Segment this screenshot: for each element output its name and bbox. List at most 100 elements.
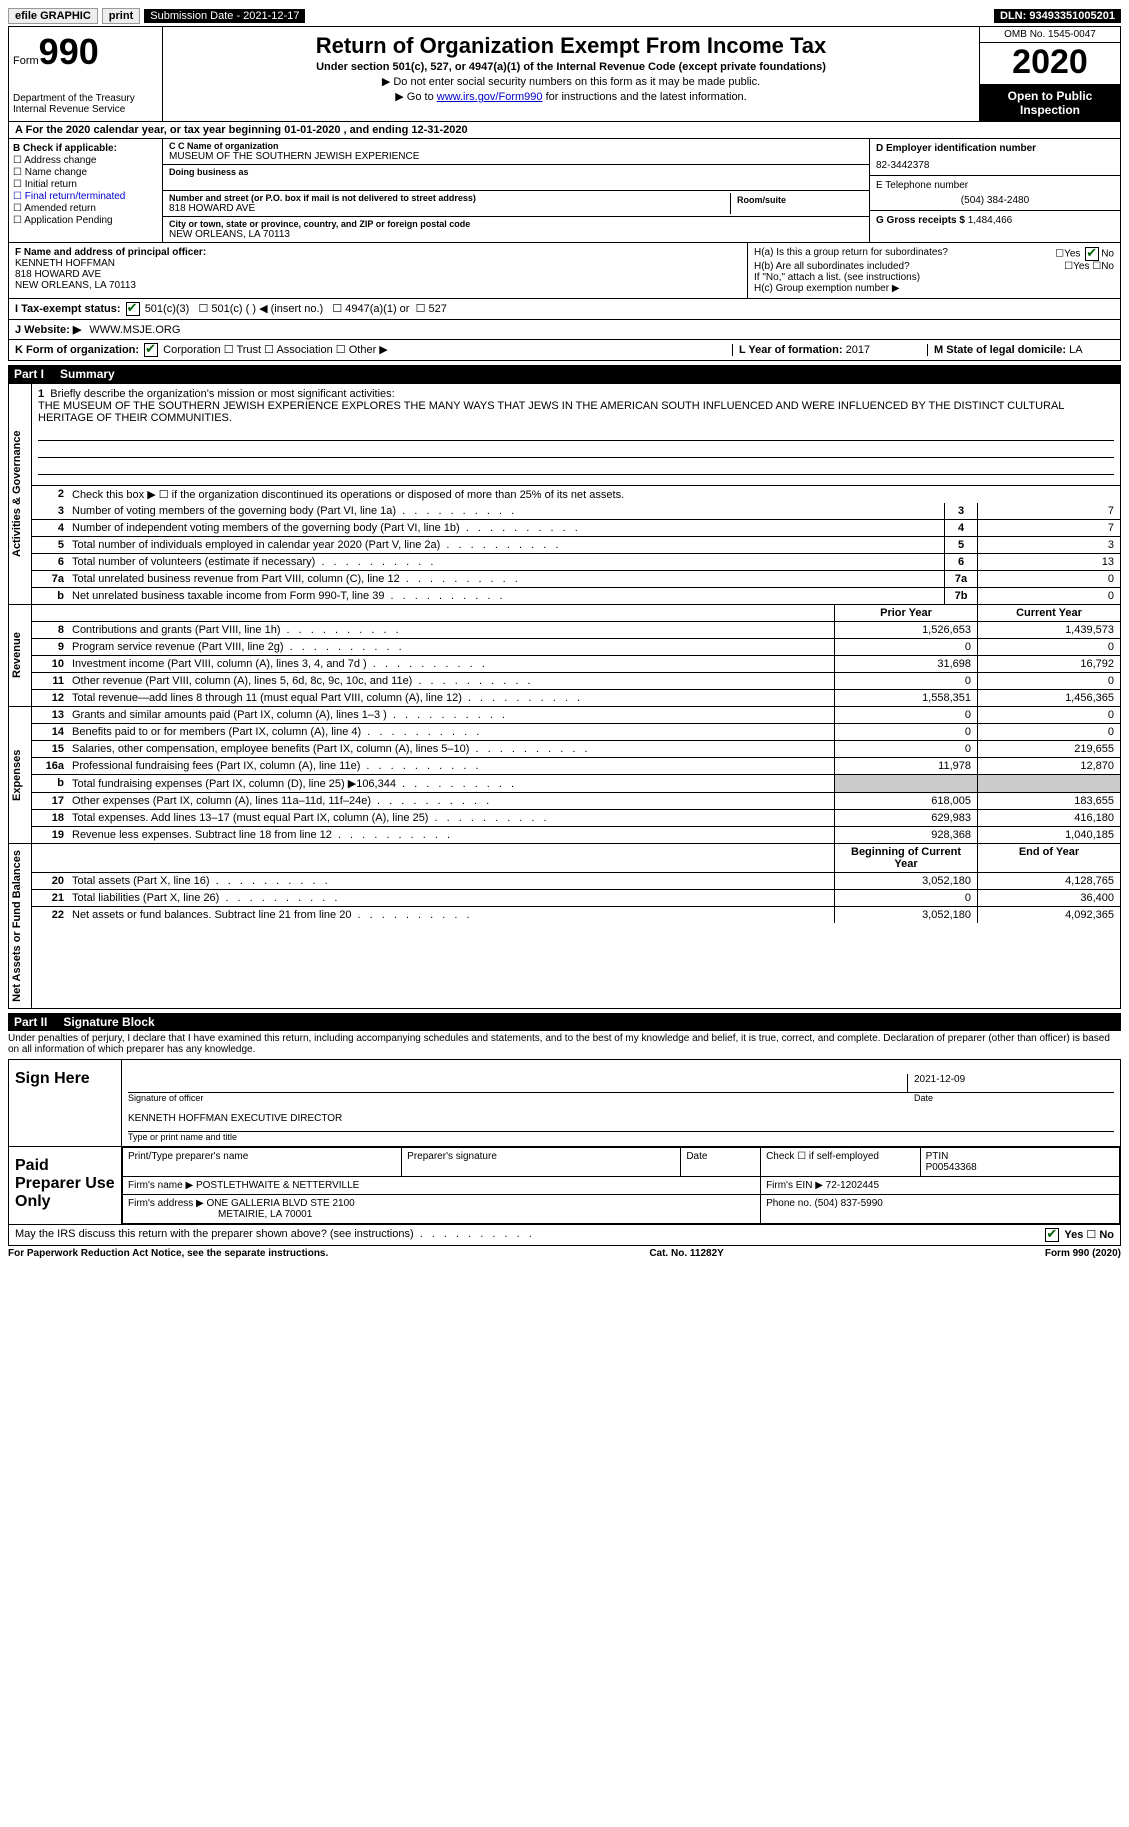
summary-line: 13Grants and similar amounts paid (Part … [32, 707, 1120, 724]
pra-notice: For Paperwork Reduction Act Notice, see … [8, 1248, 328, 1259]
hb-note: If "No," attach a list. (see instruction… [754, 272, 1114, 283]
instr-link: ▶ Go to www.irs.gov/Form990 for instruct… [167, 90, 975, 103]
mission-block: 1 Briefly describe the organization's mi… [32, 384, 1120, 486]
pt-name-label: Print/Type preparer's name [123, 1148, 402, 1177]
preparer-table: Print/Type preparer's name Preparer's si… [122, 1147, 1120, 1224]
expenses-section: Expenses 13Grants and similar amounts pa… [8, 707, 1121, 844]
org-name: MUSEUM OF THE SOUTHERN JEWISH EXPERIENCE [169, 151, 863, 162]
info-grid: B Check if applicable: ☐ Address change … [8, 139, 1121, 243]
row-j: J Website: ▶ WWW.MSJE.ORG [8, 320, 1121, 340]
line2: Check this box ▶ ☐ if the organization d… [68, 486, 1120, 503]
tel: (504) 384-2480 [876, 195, 1114, 206]
col-begin: Beginning of Current Year [834, 844, 977, 872]
room-label: Room/suite [737, 195, 857, 205]
part1-label: Part I [14, 367, 44, 381]
firm-city: METAIRIE, LA 70001 [128, 1209, 312, 1220]
summary-line: 16aProfessional fundraising fees (Part I… [32, 758, 1120, 775]
ein-label: D Employer identification number [876, 143, 1114, 154]
tax-year: 2020 [980, 43, 1120, 85]
form-header: Form990 Department of the Treasury Inter… [8, 26, 1121, 122]
form-number: 990 [39, 31, 99, 72]
type-name-caption: Type or print name and title [128, 1132, 1114, 1142]
box-c: C C Name of organization MUSEUM OF THE S… [163, 139, 869, 242]
summary-line: 21Total liabilities (Part X, line 26)036… [32, 890, 1120, 907]
f-name: KENNETH HOFFMAN [15, 258, 741, 269]
netassets-section: Net Assets or Fund Balances Beginning of… [8, 844, 1121, 1009]
check-final[interactable]: ☐ Final return/terminated [13, 191, 158, 202]
revenue-section: Revenue Prior Year Current Year 8Contrib… [8, 605, 1121, 707]
website: WWW.MSJE.ORG [89, 324, 180, 336]
check-amended[interactable]: ☐ Amended return [13, 203, 158, 214]
form-subtitle: Under section 501(c), 527, or 4947(a)(1)… [167, 61, 975, 73]
part2-header: Part II Signature Block [8, 1013, 1121, 1031]
summary-line: 9Program service revenue (Part VIII, lin… [32, 639, 1120, 656]
box-d: D Employer identification number 82-3442… [869, 139, 1120, 242]
sign-here: Sign Here [9, 1060, 122, 1146]
summary-line: 6Total number of volunteers (estimate if… [32, 554, 1120, 571]
section-rev: Revenue [9, 605, 32, 706]
summary-line: 19Revenue less expenses. Subtract line 1… [32, 827, 1120, 843]
col-prior: Prior Year [834, 605, 977, 621]
dba-label: Doing business as [169, 167, 863, 177]
part1-title: Summary [60, 367, 115, 381]
irs-link[interactable]: www.irs.gov/Form990 [437, 91, 543, 103]
part1-header: Part I Summary [8, 365, 1121, 383]
i-label: I Tax-exempt status: [15, 303, 121, 315]
col-curr: Current Year [977, 605, 1120, 621]
sig-date: 2021-12-09 [907, 1074, 1114, 1092]
summary-line: 20Total assets (Part X, line 16)3,052,18… [32, 873, 1120, 890]
summary-line: 8Contributions and grants (Part VIII, li… [32, 622, 1120, 639]
ptin: P00543368 [926, 1162, 977, 1173]
summary-line: 11Other revenue (Part VIII, column (A), … [32, 673, 1120, 690]
header-mid: Return of Organization Exempt From Incom… [163, 27, 979, 121]
part1-body: Activities & Governance 1 Briefly descri… [8, 383, 1121, 605]
k-corp[interactable] [144, 343, 158, 357]
ha-label: H(a) Is this a group return for subordin… [754, 247, 948, 261]
open-public: Open to Public Inspection [980, 85, 1120, 121]
mission-label: Briefly describe the organization's miss… [50, 388, 394, 400]
summary-line: 12Total revenue—add lines 8 through 11 (… [32, 690, 1120, 706]
check-addr[interactable]: ☐ Address change [13, 155, 158, 166]
summary-line: 14Benefits paid to or for members (Part … [32, 724, 1120, 741]
section-exp: Expenses [9, 707, 32, 843]
summary-line: 7aTotal unrelated business revenue from … [32, 571, 1120, 588]
ein: 82-3442378 [876, 160, 1114, 171]
check-pending[interactable]: ☐ Application Pending [13, 215, 158, 226]
check-initial[interactable]: ☐ Initial return [13, 179, 158, 190]
col-end: End of Year [977, 844, 1120, 872]
row-i: I Tax-exempt status: 501(c)(3) ☐ 501(c) … [8, 299, 1121, 320]
form-ref: Form 990 (2020) [1045, 1248, 1121, 1259]
cat-no: Cat. No. 11282Y [649, 1248, 723, 1259]
summary-line: 22Net assets or fund balances. Subtract … [32, 907, 1120, 923]
f-city: NEW ORLEANS, LA 70113 [15, 280, 741, 291]
dln: DLN: 93493351005201 [994, 9, 1121, 23]
gross-label: G Gross receipts $ [876, 215, 965, 226]
sig-officer-caption: Signature of officer [128, 1093, 914, 1103]
part2-label: Part II [14, 1015, 47, 1029]
summary-line: bNet unrelated business taxable income f… [32, 588, 1120, 604]
date-caption: Date [914, 1093, 1114, 1103]
form-title: Return of Organization Exempt From Incom… [167, 33, 975, 59]
j-label: J Website: ▶ [15, 323, 81, 336]
501c3-check[interactable] [126, 302, 140, 316]
firm-phone: (504) 837-5990 [814, 1198, 882, 1209]
k-label: K Form of organization: [15, 344, 139, 356]
pt-date-label: Date [681, 1148, 761, 1177]
header-left: Form990 Department of the Treasury Inter… [9, 27, 163, 121]
summary-line: 3Number of voting members of the governi… [32, 503, 1120, 520]
top-bar: efile GRAPHIC print Submission Date - 20… [8, 8, 1121, 24]
tel-label: E Telephone number [876, 180, 1114, 191]
box-b-label: B Check if applicable: [13, 143, 158, 154]
ha-no-check[interactable] [1085, 247, 1099, 261]
instr-ssn: ▶ Do not enter social security numbers o… [167, 75, 975, 88]
irs-label: Internal Revenue Service [13, 104, 158, 115]
l-val: 2017 [846, 344, 870, 356]
dept-treasury: Department of the Treasury [13, 93, 158, 104]
discuss-yes[interactable] [1045, 1228, 1059, 1242]
print-button[interactable]: print [102, 8, 140, 24]
section-gov: Activities & Governance [9, 384, 32, 604]
efile-button[interactable]: efile GRAPHIC [8, 8, 98, 24]
firm-ein: 72-1202445 [826, 1180, 879, 1191]
check-name[interactable]: ☐ Name change [13, 167, 158, 178]
pt-check: Check ☐ if self-employed [761, 1148, 921, 1177]
